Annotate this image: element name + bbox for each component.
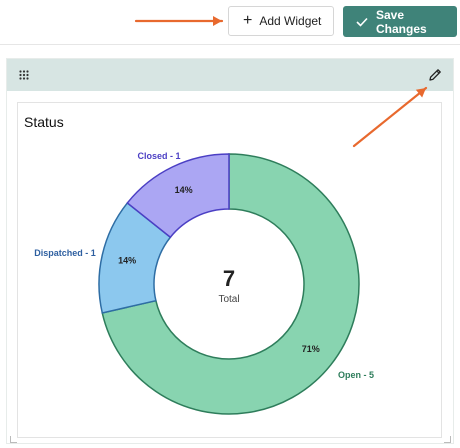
slice-percent-label: 14% <box>118 256 136 266</box>
donut-slice[interactable] <box>126 153 230 239</box>
save-changes-label: Save Changes <box>376 7 427 36</box>
slice-category-label: Open - 5 <box>338 370 374 380</box>
toolbar: + Add Widget Save Changes <box>0 0 460 45</box>
slice-percent-label: 14% <box>175 185 193 195</box>
save-changes-button[interactable]: Save Changes <box>343 6 457 37</box>
add-widget-label: Add Widget <box>259 14 322 28</box>
resize-handle[interactable] <box>444 436 451 443</box>
donut-slice[interactable] <box>101 153 360 415</box>
widget-header[interactable] <box>7 59 453 91</box>
pencil-icon[interactable] <box>427 67 443 83</box>
slice-category-label: Closed - 1 <box>137 151 180 161</box>
widget-title: Status <box>24 114 64 130</box>
plus-icon: + <box>243 11 253 29</box>
check-icon <box>356 17 368 27</box>
add-widget-button[interactable]: + Add Widget <box>228 6 334 36</box>
center-total-value: 7 <box>223 266 235 291</box>
resize-handle[interactable] <box>10 436 17 443</box>
slice-category-label: Dispatched - 1 <box>34 248 96 258</box>
center-total-label: Total <box>218 294 239 305</box>
slice-percent-label: 71% <box>302 344 320 354</box>
drag-grid-icon[interactable] <box>19 70 29 80</box>
